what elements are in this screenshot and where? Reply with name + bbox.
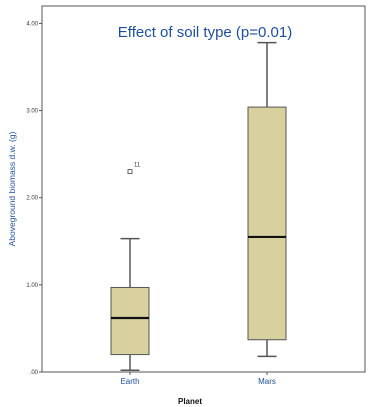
chart-title: Effect of soil type (p=0.01) xyxy=(118,24,292,41)
y-tick-label: .00 xyxy=(30,370,39,376)
outlier-label: 11 xyxy=(134,163,141,169)
y-axis: .00 1.00 2.00 3.00 4.00 xyxy=(26,21,42,376)
y-axis-title: Aboveground biomass d.w. (g) xyxy=(7,131,17,246)
plot-area-frame xyxy=(41,5,366,373)
x-category-label: Mars xyxy=(258,377,276,386)
box-earth xyxy=(110,237,150,372)
box-iqr xyxy=(247,106,287,341)
x-category-label: Earth xyxy=(120,377,139,386)
box-series xyxy=(110,41,287,372)
box-iqr xyxy=(110,286,150,356)
outlier-marker xyxy=(127,169,133,175)
y-tick-label: 2.00 xyxy=(26,196,38,202)
y-tick-label: 3.00 xyxy=(26,109,38,115)
y-tick-label: 1.00 xyxy=(26,283,38,289)
box-mars xyxy=(247,41,287,358)
x-axis: Earth Mars xyxy=(120,372,276,386)
x-axis-title: Planet xyxy=(178,397,202,406)
outlier-points: 11 xyxy=(127,163,141,175)
y-tick-label: 4.00 xyxy=(26,21,38,27)
